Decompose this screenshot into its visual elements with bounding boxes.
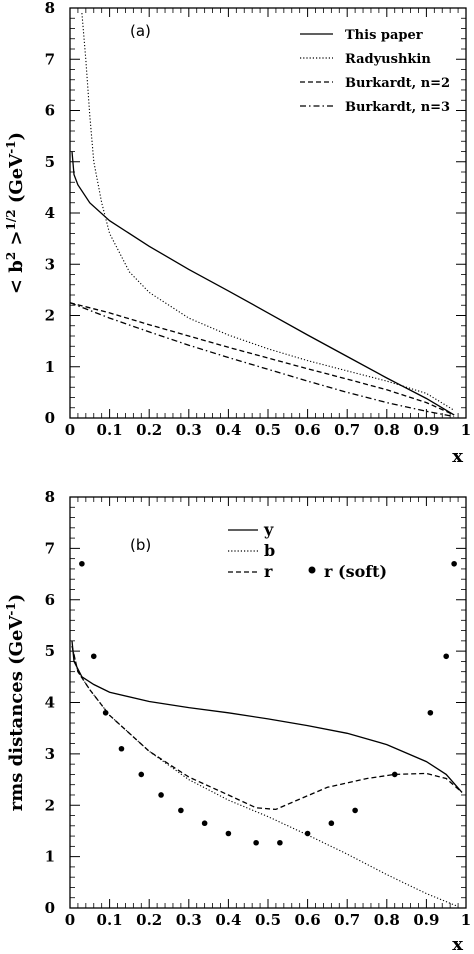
y-tick-label: 2 [45, 307, 55, 325]
x-tick-label: 1 [461, 421, 471, 439]
panel-b: 0 0.1 0.2 0.3 0.4 0.5 0.6 0.7 0.8 0.9 1 0 1 2 3 4 5 6 7 8 x r… [4, 488, 471, 954]
x-tick-label: 0 [65, 911, 75, 929]
ylabel-part: rms distances (GeV [6, 615, 27, 812]
legend-label: Burkardt, n=3 [345, 100, 450, 115]
ylabel-part: < b [6, 260, 27, 294]
ylabel-part: ) [6, 594, 27, 603]
y-tick-label: 0 [45, 899, 55, 917]
y-tick-label: 6 [45, 102, 55, 120]
x-axis-label: x [452, 934, 463, 954]
series-burkardt-n-2-line [69, 302, 455, 416]
x-tick-label: 0.9 [413, 421, 439, 439]
data-point [138, 771, 145, 778]
ylabel-sup: -1 [4, 140, 18, 153]
data-point [201, 820, 208, 827]
legend-marker [308, 566, 316, 574]
data-point [451, 560, 457, 567]
panel-tag: (b) [130, 536, 151, 554]
legend-label: Radyushkin [345, 52, 431, 67]
data-point [427, 709, 434, 716]
legend: ybr r (soft) [228, 520, 387, 581]
series-b-line [71, 645, 459, 908]
y-tick-label: 3 [45, 745, 55, 763]
legend-label: b [264, 541, 275, 560]
legend-label: This paper [345, 28, 423, 43]
data-point [391, 771, 398, 778]
data-point [277, 839, 283, 846]
y-tick-label: 6 [45, 591, 55, 609]
y-tick-label: 8 [45, 488, 55, 506]
data-point [304, 830, 311, 837]
y-tick-label: 7 [45, 539, 55, 557]
x-tick-label: 0.1 [97, 421, 123, 439]
data-point [225, 830, 232, 837]
y-tick-label: 3 [45, 255, 55, 273]
legend: This paper Radyushkin Burkardt, n=2 Burkard… [300, 28, 450, 115]
x-tick-label: 0.1 [97, 911, 123, 929]
x-tick-label: 1 [461, 911, 471, 929]
legend-label: r [264, 562, 273, 581]
y-tick-label: 5 [45, 153, 55, 171]
plot-frame [69, 7, 467, 419]
series-this-paper-line [71, 151, 455, 416]
ylabel-sup: -1 [4, 602, 18, 615]
x-tick-label: 0.9 [413, 911, 439, 929]
y-tick-label: 7 [45, 50, 55, 68]
data-point [253, 839, 259, 846]
series-burkardt-n-3-line [69, 302, 455, 418]
ylabel-part: > [6, 230, 27, 251]
data-point [118, 745, 125, 752]
data-point [178, 807, 184, 814]
x-tick-label: 0.4 [215, 911, 241, 929]
y-tick-label: 5 [45, 642, 55, 660]
x-axis-label: x [452, 446, 463, 467]
legend-label: r (soft) [324, 562, 387, 581]
data-point [90, 653, 97, 660]
y-axis-label: < b2 >1/2 (GeV-1) [4, 132, 27, 294]
x-tick-label: 0.4 [215, 421, 241, 439]
x-tick-label: 0.2 [136, 911, 162, 929]
series-r-line [71, 645, 463, 811]
series-radyushkin-line [81, 13, 455, 411]
ylabel-sup: 1/2 [4, 209, 18, 230]
y-tick-label: 1 [45, 848, 55, 866]
x-tick-label: 0.2 [136, 421, 162, 439]
legend-label: Burkardt, n=2 [345, 76, 450, 91]
x-tick-label: 0.8 [374, 421, 400, 439]
x-tick-label: 0.7 [334, 421, 360, 439]
y-tick-label: 2 [45, 796, 55, 814]
x-tick-label: 0.6 [295, 911, 321, 929]
y-tick-label: 8 [45, 0, 55, 17]
panel-tag: (a) [130, 22, 151, 40]
data-point [328, 820, 335, 827]
series-r-soft [79, 560, 457, 846]
data-point [158, 792, 164, 798]
ylabel-part: ) [6, 132, 27, 141]
y-tick-label: 4 [45, 694, 55, 712]
panel-a: 0 0.1 0.2 0.3 0.4 0.5 0.6 0.7 0.8 0.9 1 0 1 2 3 4 5 6 7 8 x <… [4, 0, 471, 467]
data-point [443, 653, 450, 660]
x-tick-label: 0.6 [295, 421, 321, 439]
x-tick-label: 0.3 [176, 421, 202, 439]
y-tick-label: 4 [45, 204, 55, 222]
x-tick-label: 0.5 [255, 421, 281, 439]
data-point [102, 709, 109, 716]
ylabel-sup: 2 [4, 252, 18, 260]
legend-label: y [263, 520, 274, 539]
ylabel-part: (GeV [6, 153, 27, 210]
x-tick-label: 0.5 [255, 911, 281, 929]
y-tick-label: 0 [45, 409, 55, 427]
y-tick-label: 1 [45, 358, 55, 376]
x-tick-label: 0.7 [334, 911, 360, 929]
x-tick-label: 0.3 [176, 911, 202, 929]
x-tick-label: 0.8 [374, 911, 400, 929]
data-point [79, 560, 85, 567]
x-tick-label: 0 [65, 421, 75, 439]
series-y-line [71, 640, 463, 793]
y-axis-label: rms distances (GeV-1) [4, 594, 27, 812]
data-point [352, 807, 358, 814]
